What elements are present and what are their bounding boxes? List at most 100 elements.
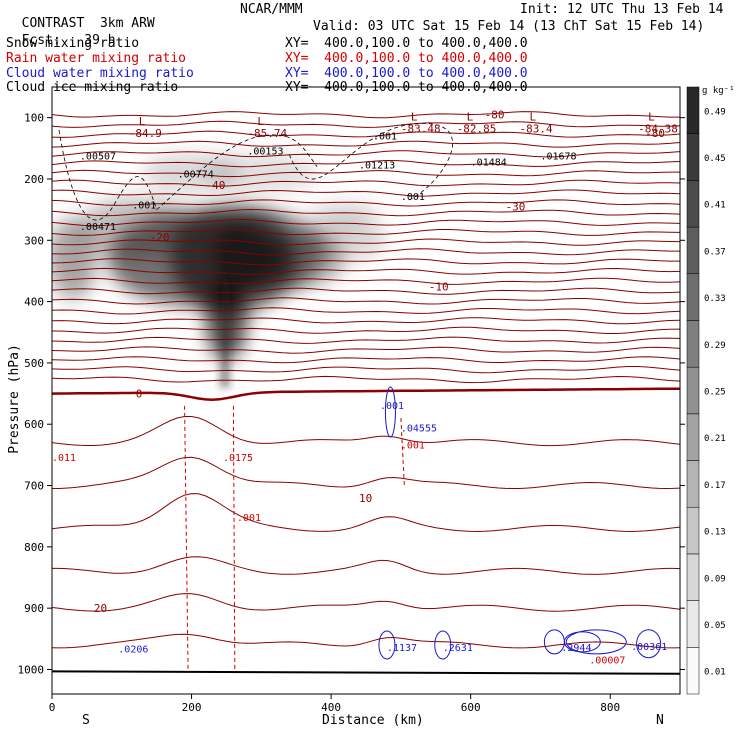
low-marker: L (529, 111, 536, 124)
x-tick-label: 800 (600, 701, 620, 714)
temperature-contour (52, 375, 680, 384)
snow-max-label: .01678 (540, 151, 576, 162)
x-tick-label: 400 (321, 701, 341, 714)
y-tick-label: 500 (24, 357, 44, 370)
colorbar-label: 0.13 (704, 528, 726, 538)
colorbar-label: 0.17 (704, 481, 726, 491)
temperature-contour (52, 120, 680, 128)
temperature-contour (52, 277, 680, 285)
colorbar-label: 0.33 (704, 294, 726, 304)
temperature-contour (52, 248, 680, 256)
x-tick-label: 600 (461, 701, 481, 714)
contour-layer (52, 111, 680, 675)
cloud-water-contour (384, 386, 396, 438)
temperature-contour (52, 326, 680, 334)
snow-max-label: .001 (401, 192, 425, 203)
x-axis-right-end: N (656, 713, 664, 728)
temperature-contour (52, 287, 680, 295)
snow-max-label: .00774 (178, 170, 214, 181)
colorbar-label: 0.49 (704, 107, 726, 117)
min-temperature-label: -83.48 (401, 123, 441, 136)
field-cloudwater-xy: XY= 400.0,100.0 to 400.0,400.0 (285, 66, 528, 81)
min-temperature-label: -84.9 (129, 127, 162, 140)
snow-max-label: .001 (373, 132, 397, 143)
field-snow-label: Snow mixing ratio (6, 36, 140, 51)
header-init: Init: 12 UTC Thu 13 Feb 14 (520, 2, 724, 17)
temperature-label: 0 (136, 388, 143, 401)
field-rain-xy: XY= 400.0,100.0 to 400.0,400.0 (285, 51, 528, 66)
rain-max-label: .001 (237, 513, 261, 524)
freezing-level-contour (52, 387, 680, 401)
min-temperature-label: -84.38 (638, 123, 678, 136)
snow-shade-blob (310, 202, 380, 230)
header-model: CONTRAST 3km ARW (6, 3, 155, 31)
y-tick-label: 200 (24, 173, 44, 186)
temperature-contour (52, 297, 680, 305)
temperature-contour (52, 366, 680, 374)
y-tick-label: 800 (24, 541, 44, 554)
colorbar-unit: g kg⁻¹ (702, 86, 735, 96)
temperature-contour (52, 346, 680, 354)
y-tick-label: 900 (24, 602, 44, 615)
colorbar-label: 0.21 (704, 434, 726, 444)
x-tick-label: 0 (49, 701, 56, 714)
temperature-label: -10 (429, 280, 449, 293)
header-center: NCAR/MMM (240, 2, 303, 17)
x-axis-left-end: S (82, 713, 90, 728)
temperature-contour (52, 307, 680, 315)
colorbar-swatch (686, 226, 700, 275)
colorbar-label: 0.45 (704, 154, 726, 164)
temperature-label: -20 (150, 231, 170, 244)
colorbar-swatch (686, 506, 700, 555)
colorbar-label: 0.05 (704, 621, 726, 631)
colorbar-label: 0.41 (704, 201, 726, 211)
header-valid: Valid: 03 UTC Sat 15 Feb 14 (13 ChT Sat … (313, 19, 705, 34)
temperature-contour (52, 493, 680, 533)
temperature-contour (52, 159, 680, 168)
temperature-contour (52, 556, 680, 575)
colorbar-swatch (686, 320, 700, 368)
snow-shade-blob (303, 220, 387, 261)
snow-max-label: .00471 (80, 222, 116, 233)
snow-shading (52, 152, 387, 388)
low-marker: L (648, 111, 655, 124)
temperature-contour (52, 317, 680, 325)
temperature-contour (52, 356, 680, 364)
colorbar-swatch (686, 180, 700, 228)
temperature-contour (52, 140, 680, 148)
temperature-label: -80 (485, 109, 505, 122)
y-tick-label: 300 (24, 234, 44, 247)
temperature-label: 10 (359, 492, 372, 505)
temperature-contour (52, 593, 680, 612)
model-name: CONTRAST (21, 16, 85, 31)
x-axis-title: Distance (km) (322, 713, 424, 728)
colorbar-swatch (686, 600, 700, 648)
rain-max-label: .011 (52, 453, 76, 464)
x-tick-label: 200 (182, 701, 202, 714)
cloud-water-contour (565, 629, 627, 655)
cloud-water-max-label: .00361 (631, 642, 667, 653)
temperature-contour (52, 150, 680, 158)
low-marker: L (411, 111, 418, 124)
rain-contour (400, 418, 405, 486)
cloud-water-contour (378, 630, 396, 660)
cloud-water-contour (636, 629, 662, 659)
temperature-label: 20 (94, 602, 107, 615)
min-temperature-label: -82.85 (457, 123, 497, 136)
temperature-contour (52, 208, 680, 217)
cloud-water-max-label: .001 (380, 401, 404, 412)
colorbar-label: 0.37 (704, 247, 726, 257)
cloud-water-max-label: .0206 (118, 644, 148, 655)
snow-max-label: .001 (132, 200, 156, 211)
min-temperature-label: -83.4 (519, 123, 552, 136)
colorbar-swatch (686, 366, 700, 415)
colorbar-swatch (686, 273, 700, 321)
terrain-line (52, 670, 680, 675)
snow-max-label: .01213 (359, 161, 395, 172)
colorbar-label: 0.09 (704, 574, 726, 584)
low-marker: L (467, 111, 474, 124)
colorbar-label: 0.29 (704, 341, 726, 351)
y-tick-label: 600 (24, 418, 44, 431)
snow-shade-shaft (219, 240, 230, 388)
